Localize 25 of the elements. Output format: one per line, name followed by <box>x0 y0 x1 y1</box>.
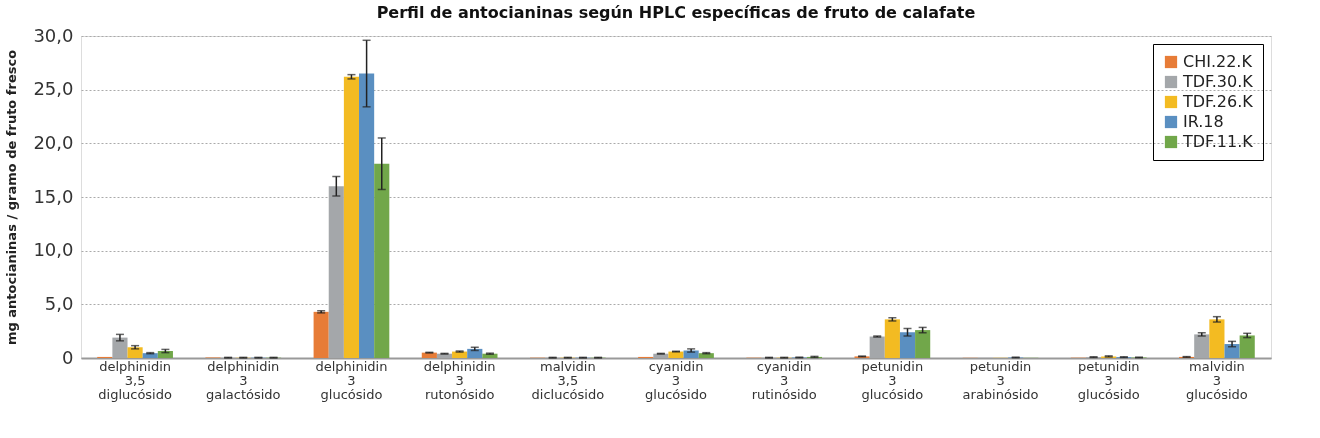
y-tick-label: 5,0 <box>44 292 74 314</box>
x-tick-label: malvidin 3,5 diclucósido <box>531 358 605 402</box>
y-tick-label: 15,0 <box>33 185 74 207</box>
x-tick-label: petunidin 3 glucósido <box>1077 358 1140 402</box>
x-tick-label: cyanidin 3 rutinósido <box>751 358 817 402</box>
legend-label: TDF.11.K <box>1182 132 1254 151</box>
chart-title: Perfil de antocianinas según HPLC específicas de fruto de calafate <box>376 3 976 22</box>
x-tick-label: cyanidin 3 glucósido <box>645 358 707 402</box>
x-tick-label: delphinidin 3 galactósido <box>205 358 281 402</box>
x-tick-label: delphinidin 3 glucósido <box>315 358 388 402</box>
y-axis-title: mg antocianinas / gramo de fruto fresco <box>4 49 20 346</box>
y-tick-label: 10,0 <box>33 239 74 261</box>
legend-label: IR.18 <box>1183 112 1224 131</box>
legend-label: TDF.30.K <box>1182 72 1254 91</box>
x-tick-label: petunidin 3 arabinósido <box>962 358 1039 402</box>
x-tick-label: petunidin 3 glucósido <box>861 358 924 402</box>
y-tick-label: 20,0 <box>33 131 74 153</box>
x-tick-label: malvidin 3 glucósido <box>1186 358 1248 402</box>
legend-label: CHI.22.K <box>1183 52 1253 71</box>
x-tick-label: delphinidin 3,5 diglucósido <box>98 358 172 402</box>
y-tick-label: 0 <box>62 346 74 368</box>
y-tick-label: 30,0 <box>33 24 74 46</box>
legend-label: TDF.26.K <box>1182 92 1254 111</box>
y-tick-label: 25,0 <box>33 78 74 100</box>
x-tick-label: delphinidin 3 rutonósido <box>423 358 496 402</box>
